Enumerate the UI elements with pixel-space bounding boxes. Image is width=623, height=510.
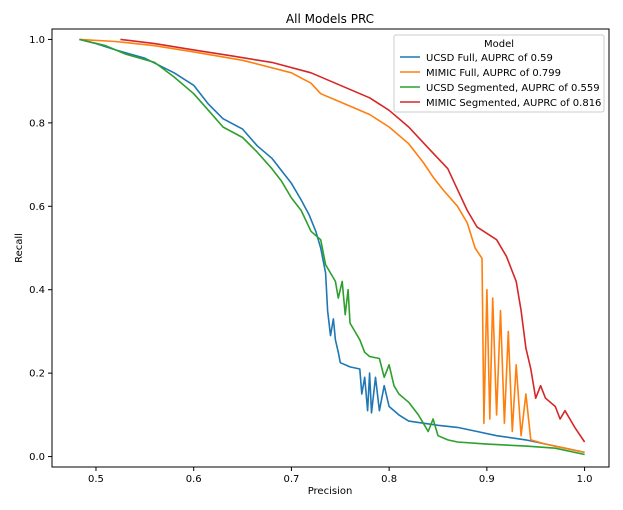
x-tick-label: 0.9 (479, 474, 495, 485)
x-tick-label: 0.7 (283, 474, 299, 485)
y-tick-label: 0.4 (29, 285, 45, 296)
axis-layer: 0.5 0.6 0.7 0.8 0.9 1.0 0.0 0.2 0.4 0.6 0.8 1.0 (29, 35, 592, 485)
series-line-2 (79, 38, 585, 456)
y-axis-label: Recall (14, 233, 25, 263)
legend: Model UCSD Full, AUPRC of 0.59 MIMIC Full… (393, 34, 605, 113)
legend-label-2: UCSD Segmented, AUPRC of 0.559 (426, 83, 600, 94)
y-tick-label: 0.8 (29, 118, 45, 129)
series-line-3 (120, 38, 586, 443)
x-tick-label: 0.8 (381, 474, 397, 485)
x-tick-label: 1.0 (577, 474, 593, 485)
legend-label-1: MIMIC Full, AUPRC of 0.799 (426, 68, 561, 79)
legend-label-3: MIMIC Segmented, AUPRC of 0.816 (426, 98, 601, 109)
plot-frame (51, 28, 610, 468)
series-line-1 (79, 38, 585, 454)
y-tick-label: 1.0 (29, 35, 45, 46)
series-layer (79, 38, 586, 456)
y-tick-label: 0.0 (29, 452, 45, 463)
legend-label-0: UCSD Full, AUPRC of 0.59 (426, 53, 553, 64)
legend-box (393, 34, 605, 113)
x-tick-label: 0.5 (88, 474, 104, 485)
legend-title: Model (484, 39, 514, 50)
x-axis-label: Precision (308, 486, 353, 497)
y-tick-label: 0.2 (29, 369, 45, 380)
y-tick-label: 0.6 (29, 202, 45, 213)
x-tick-label: 0.6 (186, 474, 202, 485)
series-line-0 (79, 38, 585, 454)
chart-title: All Models PRC (286, 12, 374, 26)
